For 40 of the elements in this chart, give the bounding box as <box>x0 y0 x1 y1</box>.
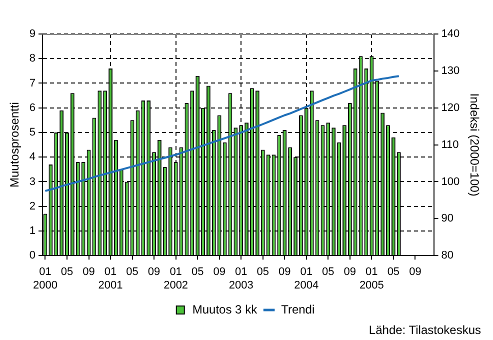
y-axis-title: Muutosprosentti <box>8 102 22 188</box>
y-tick-label: 2 <box>29 200 36 212</box>
x-tick-label: 01 2001 <box>98 266 123 292</box>
y2-tick-label: 120 <box>441 102 460 114</box>
x-tick-label: 01 2003 <box>228 266 254 292</box>
y2-axis-title: Indeksi (2000=100) <box>467 93 482 196</box>
y2-tick-label: 90 <box>441 212 454 225</box>
y2-tick-label: 140 <box>441 28 460 40</box>
x-tick-label: 01 2002 <box>164 266 188 292</box>
x-tick-label: 09 <box>278 266 291 278</box>
x-tick-label: 01 2004 <box>294 266 319 292</box>
x-tick-label: 05 <box>322 266 334 278</box>
y-tick-label: 3 <box>29 176 36 188</box>
x-tick-label: 05 <box>60 266 74 278</box>
y-tick-label: 1 <box>29 225 36 238</box>
y2-tick-label: 100 <box>441 176 460 188</box>
legend-label: Muutos 3 kk <box>192 302 258 316</box>
x-tick-label: 05 <box>191 266 204 278</box>
y-tick-label: 7 <box>29 77 36 90</box>
x-tick-label: 05 <box>256 266 269 278</box>
x-tick-label: 05 <box>126 266 138 278</box>
y2-tick-label: 130 <box>441 64 460 77</box>
y-tick-label: 5 <box>29 126 36 139</box>
x-tick-label: 09 <box>148 266 160 278</box>
y-tick-label: 0 <box>29 250 36 262</box>
y2-tick-label: 110 <box>441 138 459 151</box>
x-tick-label: 01 2000 <box>32 266 58 292</box>
y2-tick-label: 80 <box>441 250 454 262</box>
y-tick-label: 8 <box>29 52 36 65</box>
x-tick-label: 09 <box>344 266 356 278</box>
x-tick-label: 01 2005 <box>359 266 384 292</box>
x-tick-label: 05 <box>387 266 400 278</box>
x-tick-label: 09 <box>409 266 422 278</box>
y-tick-label: 4 <box>29 151 36 164</box>
x-tick-label: 09 <box>82 266 95 278</box>
y-tick-label: 6 <box>29 102 36 114</box>
y-tick-label: 9 <box>29 28 36 40</box>
legend-label: Trendi <box>281 302 315 316</box>
x-tick-label: 09 <box>213 266 226 278</box>
text: Lähde: Tilastokeskus <box>368 323 481 337</box>
